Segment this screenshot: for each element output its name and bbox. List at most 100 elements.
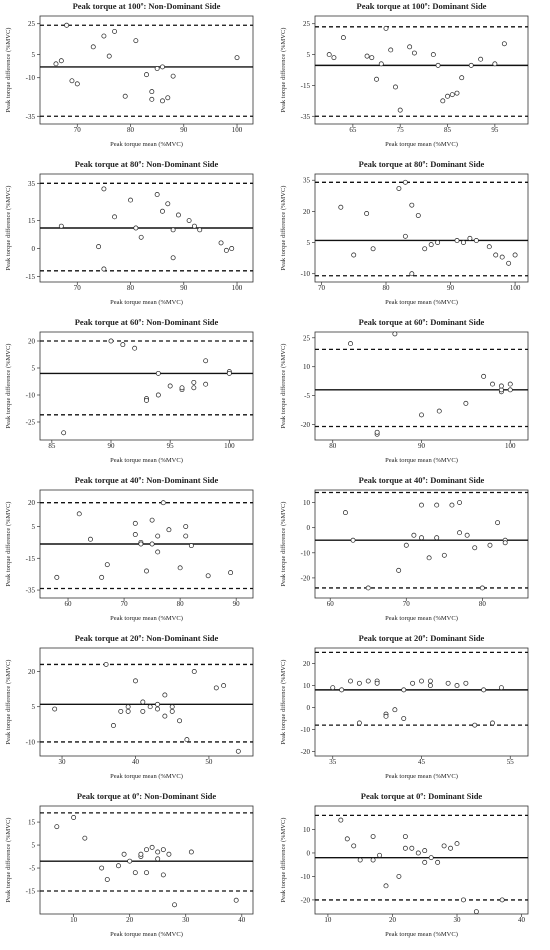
panel-title: Peak torque at 40º: Non-Dominant Side [75, 475, 219, 485]
data-point [512, 252, 518, 258]
data-point [58, 223, 64, 229]
y-tick-label: -5 [29, 865, 35, 873]
x-tick-label: 90 [233, 600, 241, 608]
y-tick-label: 10 [303, 682, 311, 690]
panel-8: Peak torque at 40º: Dominant Side 60 70 80 -… [280, 475, 529, 622]
x-tick-label: 80 [127, 284, 135, 292]
x-tick-label: 10 [324, 916, 332, 924]
data-point [162, 713, 168, 719]
x-tick-label: 70 [403, 600, 411, 608]
data-point [435, 859, 441, 865]
y-tick-label: 5 [32, 703, 36, 711]
x-tick-label: 90 [180, 284, 188, 292]
data-point [378, 61, 384, 67]
x-tick-label: 80 [127, 126, 135, 134]
data-point [481, 687, 487, 693]
x-tick-label: 90 [418, 442, 426, 450]
data-point [402, 845, 408, 851]
panel-title: Peak torque at 100º: Non-Dominant Side [73, 1, 221, 11]
data-point [149, 96, 155, 102]
data-point [326, 52, 332, 58]
y-tick-label: 0 [307, 849, 311, 857]
data-point [138, 851, 144, 857]
data-point [170, 227, 176, 233]
data-point [383, 25, 389, 31]
data-point [411, 50, 417, 56]
y-tick-label: -20 [301, 748, 311, 756]
panel-title: Peak torque at 80º: Dominant Side [359, 159, 485, 169]
panel-title: Peak torque at 60º: Dominant Side [359, 317, 485, 327]
panel-11: Peak torque at 0º: Non-Dominant Side 10 20… [5, 791, 254, 938]
x-axis-label: Peak torque mean (%MVC) [385, 299, 458, 306]
data-point [457, 530, 462, 536]
y-axis-label: Peak torque difference (%MVC) [5, 344, 12, 429]
panel-title: Peak torque at 20º: Non-Dominant Side [75, 633, 219, 643]
data-point [454, 238, 460, 243]
data-point [365, 678, 371, 684]
y-axis-label: Peak torque difference (%MVC) [5, 28, 12, 113]
data-point [374, 76, 379, 82]
data-point [147, 704, 153, 710]
y-tick-label: 0 [32, 245, 36, 253]
data-point [138, 234, 144, 240]
data-point [449, 502, 455, 508]
data-point [487, 542, 493, 548]
data-point [411, 532, 417, 538]
data-point [364, 211, 370, 216]
data-point [461, 897, 466, 903]
x-axis-label: Peak torque mean (%MVC) [110, 141, 183, 148]
data-point [155, 549, 161, 555]
data-point [133, 678, 138, 684]
x-tick-label: 75 [397, 126, 405, 134]
data-point [339, 687, 345, 693]
y-tick-label: -10 [301, 549, 311, 557]
x-axis-label: Peak torque mean (%MVC) [110, 773, 183, 780]
y-tick-label: 0 [307, 524, 311, 532]
data-point [197, 227, 203, 233]
data-point [144, 397, 149, 403]
data-point [402, 233, 408, 239]
data-point [99, 574, 105, 580]
data-point [118, 708, 124, 714]
x-tick-label: 100 [232, 284, 243, 292]
data-point [445, 680, 451, 686]
data-point [370, 857, 376, 863]
data-point [435, 240, 441, 245]
data-point [498, 383, 504, 389]
data-point [422, 246, 428, 252]
data-point [479, 585, 485, 591]
data-point [467, 235, 473, 241]
data-point [468, 62, 474, 68]
data-point [155, 392, 161, 398]
y-tick-label: 25 [303, 20, 311, 28]
data-point [338, 204, 344, 210]
data-point [144, 568, 149, 574]
data-point [428, 242, 434, 248]
y-axis-label: Peak torque difference (%MVC) [5, 502, 12, 587]
x-axis-label: Peak torque mean (%MVC) [110, 615, 183, 622]
y-tick-label: 15 [28, 217, 36, 225]
data-point [374, 680, 380, 686]
data-point [203, 381, 209, 387]
data-point [205, 573, 211, 579]
data-point [338, 817, 344, 823]
data-point [160, 500, 166, 506]
data-point [422, 848, 428, 854]
data-point [188, 849, 194, 855]
data-point [428, 855, 434, 861]
data-point [392, 331, 398, 337]
plot-frame [314, 15, 529, 125]
data-point [149, 844, 155, 850]
data-point [54, 574, 60, 580]
data-point [449, 92, 455, 98]
data-point [365, 585, 371, 591]
data-point [160, 98, 165, 104]
y-tick-label: -15 [26, 555, 36, 563]
y-tick-label: -10 [26, 392, 36, 400]
data-point [191, 669, 197, 674]
data-point [52, 706, 58, 712]
y-tick-label: -5 [304, 392, 310, 400]
data-point [177, 565, 183, 571]
x-tick-label: 70 [318, 284, 326, 292]
x-axis-label: Peak torque mean (%MVC) [110, 299, 183, 306]
